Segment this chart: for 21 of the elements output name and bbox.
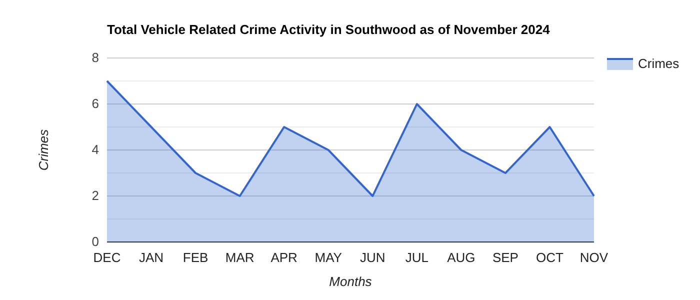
x-axis-title: Months [329, 274, 372, 289]
x-tick-label: JAN [138, 250, 164, 265]
x-tick-label: FEB [182, 250, 208, 265]
y-tick-label: 0 [92, 234, 99, 249]
legend-label: Crimes [638, 56, 680, 71]
chart-title: Total Vehicle Related Crime Activity in Southwood as of November 2024 [107, 22, 551, 37]
x-tick-label: APR [270, 250, 298, 265]
x-tick-label: DEC [93, 250, 121, 265]
x-tick-label: AUG [447, 250, 476, 265]
x-tick-label: NOV [580, 250, 608, 265]
x-tick-label: OCT [536, 250, 564, 265]
y-axis-title: Crimes [36, 128, 51, 171]
y-tick-label: 4 [92, 142, 99, 157]
y-tick-label: 8 [92, 50, 99, 65]
x-tick-label: SEP [492, 250, 518, 265]
x-tick-label: MAR [225, 250, 254, 265]
x-tick-label: MAY [314, 250, 342, 265]
y-tick-label: 6 [92, 96, 99, 111]
y-tick-label: 2 [92, 188, 99, 203]
x-tick-label: JUN [360, 250, 386, 265]
x-tick-label: JUL [405, 250, 428, 265]
